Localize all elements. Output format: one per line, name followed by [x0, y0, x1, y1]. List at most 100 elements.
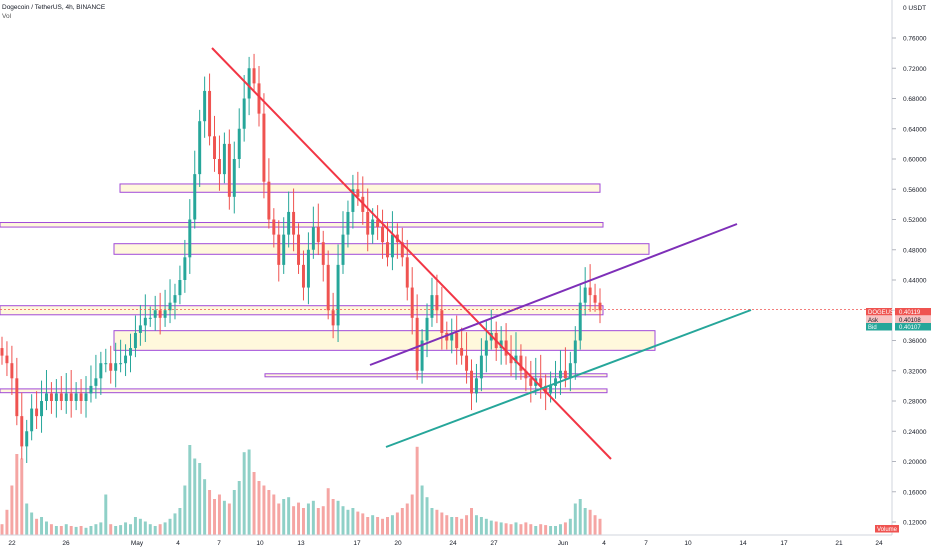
- candle-body[interactable]: [59, 393, 63, 401]
- candle-body[interactable]: [30, 408, 34, 432]
- candle-body[interactable]: [410, 287, 414, 318]
- candle-body[interactable]: [346, 211, 350, 235]
- candle-body[interactable]: [390, 234, 394, 258]
- candle-body[interactable]: [539, 378, 543, 386]
- candle-body[interactable]: [227, 143, 231, 197]
- candle-body[interactable]: [430, 295, 434, 318]
- candle-body[interactable]: [84, 393, 88, 401]
- candle-body[interactable]: [282, 234, 286, 265]
- candle-body[interactable]: [99, 363, 103, 379]
- candle-body[interactable]: [316, 227, 320, 243]
- candle-body[interactable]: [450, 332, 454, 341]
- candle-body[interactable]: [173, 295, 177, 303]
- candle-body[interactable]: [277, 234, 281, 265]
- price-axis[interactable]: 0 USDT 0.76000 0.72000 0.68000 0.64000 0.600…: [891, 0, 932, 535]
- candle-body[interactable]: [435, 295, 439, 311]
- candle-body[interactable]: [381, 227, 385, 243]
- upper-channel-trendline[interactable]: [369, 223, 738, 366]
- price-tag-value-box[interactable]: [895, 316, 931, 324]
- candle-body[interactable]: [499, 340, 503, 349]
- candle-body[interactable]: [158, 310, 162, 318]
- candle-body[interactable]: [351, 189, 355, 212]
- candle-body[interactable]: [465, 355, 469, 371]
- candle-body[interactable]: [15, 378, 19, 417]
- candle-body[interactable]: [208, 90, 212, 137]
- candle-body[interactable]: [119, 363, 123, 365]
- candle-body[interactable]: [257, 83, 261, 114]
- candle-body[interactable]: [124, 355, 128, 364]
- candle-body[interactable]: [54, 393, 58, 401]
- candle-body[interactable]: [558, 370, 562, 379]
- candle-body[interactable]: [94, 378, 98, 386]
- candle-body[interactable]: [484, 340, 488, 356]
- candle-body[interactable]: [203, 90, 207, 122]
- candle-body[interactable]: [583, 287, 587, 303]
- candle-body[interactable]: [386, 242, 389, 258]
- candle-body[interactable]: [5, 355, 9, 364]
- candle-body[interactable]: [232, 159, 236, 197]
- candle-body[interactable]: [366, 211, 370, 235]
- candle-body[interactable]: [440, 310, 444, 333]
- horizontal-zone[interactable]: [0, 222, 604, 228]
- candle-body[interactable]: [153, 310, 157, 318]
- candle-body[interactable]: [148, 317, 152, 319]
- candle-body[interactable]: [445, 332, 449, 341]
- candle-body[interactable]: [301, 264, 305, 288]
- candle-body[interactable]: [217, 159, 221, 175]
- candle-body[interactable]: [242, 98, 246, 129]
- horizontal-zone[interactable]: [113, 243, 650, 255]
- candle-body[interactable]: [89, 385, 93, 394]
- candle-body[interactable]: [336, 264, 340, 326]
- horizontal-zone[interactable]: [0, 305, 604, 316]
- horizontal-zone[interactable]: [0, 388, 608, 394]
- candle-body[interactable]: [415, 317, 419, 371]
- candle-body[interactable]: [519, 355, 523, 371]
- candle-body[interactable]: [213, 136, 216, 159]
- candle-body[interactable]: [40, 401, 44, 417]
- candle-body[interactable]: [331, 310, 335, 326]
- candle-body[interactable]: [163, 310, 167, 318]
- candle-body[interactable]: [529, 378, 533, 386]
- candle-body[interactable]: [49, 393, 53, 401]
- candle-body[interactable]: [104, 363, 108, 365]
- candle-body[interactable]: [138, 325, 142, 333]
- candle-body[interactable]: [598, 302, 602, 311]
- time-axis[interactable]: 22 26 May 4 7 10 13 17 20 24 27 Jun 4 7 10 14 17 21 24: [0, 534, 932, 550]
- candle-body[interactable]: [178, 280, 182, 296]
- candle-body[interactable]: [272, 219, 276, 235]
- candle-body[interactable]: [321, 242, 325, 265]
- candle-body[interactable]: [405, 257, 409, 288]
- candle-body[interactable]: [252, 68, 256, 84]
- candle-body[interactable]: [593, 295, 597, 303]
- candle-body[interactable]: [287, 211, 291, 235]
- candle-body[interactable]: [400, 242, 404, 258]
- candle-body[interactable]: [188, 219, 192, 258]
- candle-body[interactable]: [306, 249, 310, 288]
- candle-body[interactable]: [114, 363, 118, 371]
- candle-body[interactable]: [64, 393, 68, 401]
- candle-body[interactable]: [504, 340, 508, 356]
- candle-body[interactable]: [509, 355, 513, 364]
- candle-body[interactable]: [420, 340, 424, 371]
- candle-body[interactable]: [79, 393, 83, 401]
- horizontal-zone[interactable]: [113, 330, 656, 351]
- candle-body[interactable]: [262, 113, 266, 182]
- candle-body[interactable]: [524, 370, 528, 379]
- candle-body[interactable]: [455, 332, 459, 349]
- candle-body[interactable]: [69, 393, 73, 401]
- candle-body[interactable]: [292, 211, 296, 235]
- candle-body[interactable]: [297, 234, 301, 265]
- candle-body[interactable]: [544, 385, 548, 394]
- horizontal-zone[interactable]: [264, 373, 608, 378]
- candle-body[interactable]: [143, 317, 147, 326]
- candle-body[interactable]: [168, 302, 172, 311]
- candle-body[interactable]: [554, 378, 558, 386]
- candle-body[interactable]: [514, 355, 518, 364]
- candle-body[interactable]: [25, 431, 29, 447]
- horizontal-zone[interactable]: [119, 183, 601, 193]
- candle-body[interactable]: [129, 348, 132, 356]
- candle-body[interactable]: [237, 128, 241, 159]
- candle-body[interactable]: [573, 340, 577, 364]
- candle-body[interactable]: [588, 287, 592, 296]
